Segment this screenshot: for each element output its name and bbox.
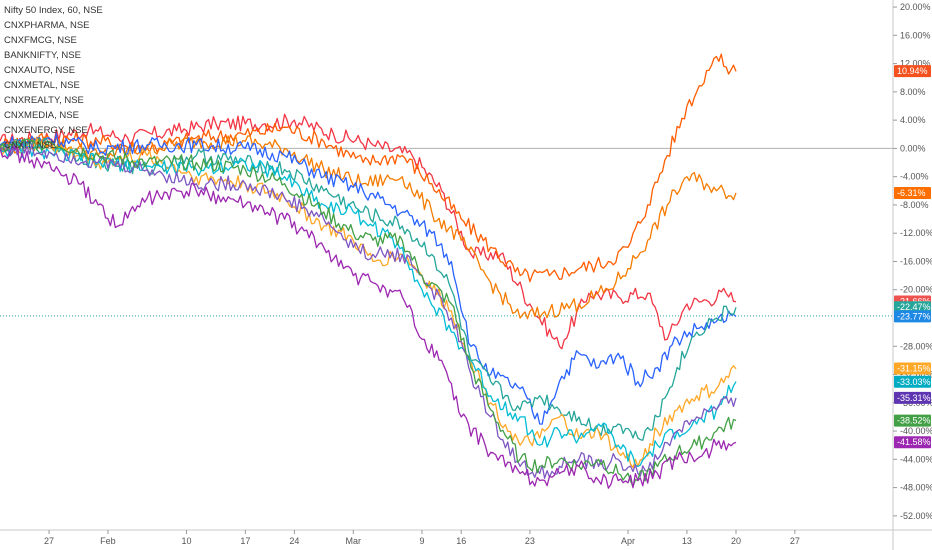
value-badge: -38.52% <box>894 414 931 427</box>
y-tick-label: -40.00% <box>900 426 932 436</box>
series-line <box>0 145 737 489</box>
legend-item[interactable]: CNXAUTO, NSE <box>4 65 76 76</box>
x-axis: 27 Feb 10 17 24 Mar 9 16 23 Apr 13 20 27 <box>0 529 932 546</box>
badge-label: -38.52% <box>897 416 931 426</box>
value-badge: -41.58% <box>894 436 931 449</box>
y-tick-label: 20.00% <box>900 2 931 12</box>
value-badge: -35.31% <box>894 391 931 404</box>
x-tick-label: Feb <box>100 536 116 546</box>
badge-label: -41.58% <box>897 437 931 447</box>
y-tick-label: -44.00% <box>900 454 932 464</box>
legend-item[interactable]: CNXENERGY, NSE <box>4 125 88 136</box>
y-tick-label: -16.00% <box>900 256 932 266</box>
badge-label: -6.31% <box>897 188 926 198</box>
series-line <box>0 113 737 350</box>
y-tick-label: -4.00% <box>900 172 929 182</box>
x-tick-label: 13 <box>682 536 692 546</box>
legend-item[interactable]: CNXMEDIA, NSE <box>4 110 79 121</box>
x-tick-label: 9 <box>419 536 424 546</box>
x-tick-label: 17 <box>240 536 250 546</box>
x-tick-label: 10 <box>181 536 191 546</box>
x-tick-label: Apr <box>621 536 635 546</box>
y-tick-label: -8.00% <box>900 200 929 210</box>
legend: Nifty 50 Index, 60, NSE CNXPHARMA, NSE C… <box>4 3 103 153</box>
y-tick-label: -48.00% <box>900 483 932 493</box>
badge-label: -31.15% <box>897 364 931 374</box>
series-line <box>0 134 737 320</box>
value-badge: -33.03% <box>894 375 931 388</box>
value-badge: -6.31% <box>894 186 931 199</box>
legend-item[interactable]: CNXFMCG, NSE <box>4 35 77 46</box>
y-tick-label: 4.00% <box>900 115 926 125</box>
value-badge: -23.77% <box>894 310 931 323</box>
badge-label: -35.31% <box>897 393 931 403</box>
x-tick-label: 16 <box>456 536 466 546</box>
value-badge: -22.47% <box>894 301 931 314</box>
series-line <box>0 142 737 479</box>
y-tick-label: -12.00% <box>900 228 932 238</box>
x-tick-label: 27 <box>44 536 54 546</box>
x-tick-label: Mar <box>346 536 362 546</box>
price-badges: 10.94%-6.31%-21.66%-22.47%-23.77%-31.15%… <box>894 65 931 449</box>
legend-item[interactable]: CNXPHARMA, NSE <box>4 20 90 31</box>
y-tick-label: -20.00% <box>900 285 932 295</box>
value-badge: -31.15% <box>894 362 931 375</box>
y-tick-label: -52.00% <box>900 511 932 521</box>
series-line <box>0 137 737 488</box>
series-line <box>0 53 737 283</box>
y-tick-label: 16.00% <box>900 30 931 40</box>
badge-label: -22.47% <box>897 302 931 312</box>
y-axis: 20.00% 16.00% 12.00% 8.00% 4.00% 0.00% -4.00% -… <box>892 0 932 550</box>
x-tick-label: 20 <box>731 536 741 546</box>
badge-label: -23.77% <box>897 311 931 321</box>
value-badge: 10.94% <box>894 65 931 78</box>
series-line <box>0 133 737 425</box>
x-tick-label: 27 <box>790 536 800 546</box>
legend-item[interactable]: CNXREALTY, NSE <box>4 95 84 106</box>
y-tick-label: 8.00% <box>900 87 926 97</box>
legend-item[interactable]: CNXIT, NSE <box>4 140 57 151</box>
badge-label: 10.94% <box>897 66 928 76</box>
badge-label: -33.03% <box>897 377 931 387</box>
y-tick-label: -32.00% <box>900 370 932 380</box>
series-line <box>0 137 737 441</box>
legend-item[interactable]: BANKNIFTY, NSE <box>4 50 81 61</box>
y-tick-label: 0.00% <box>900 143 926 153</box>
series-line <box>0 142 737 468</box>
x-tick-label: 24 <box>289 536 299 546</box>
y-tick-label: -28.00% <box>900 341 932 351</box>
x-tick-label: 23 <box>525 536 535 546</box>
legend-item[interactable]: CNXMETAL, NSE <box>4 80 80 91</box>
series-line <box>0 137 737 469</box>
plot-lines <box>0 53 893 489</box>
legend-item[interactable]: Nifty 50 Index, 60, NSE <box>4 5 103 16</box>
y-tick-label: 12.00% <box>900 59 931 69</box>
